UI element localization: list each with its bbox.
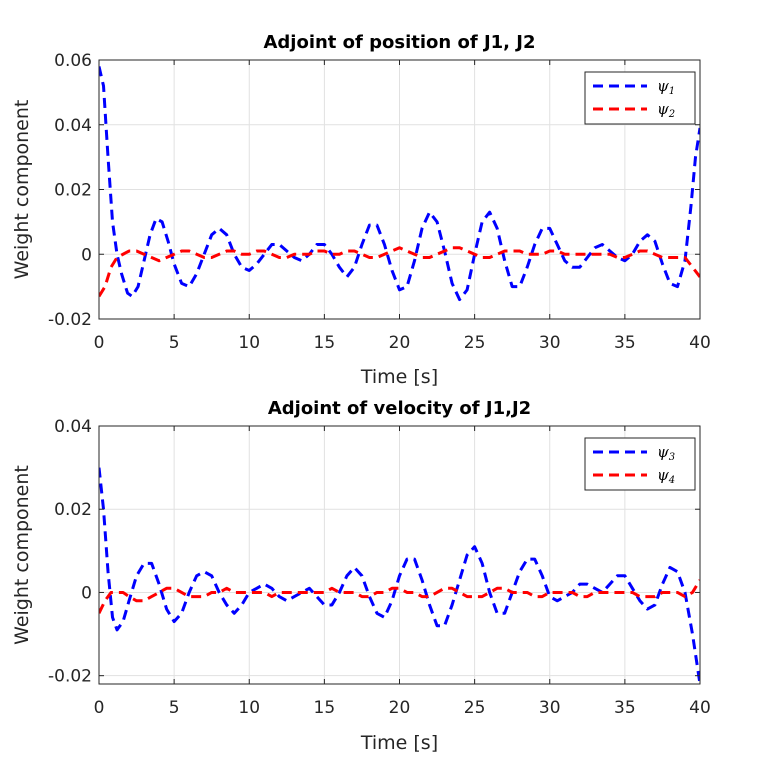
legend-label-1: ψ1	[657, 77, 675, 97]
legend-label-4: ψ4	[657, 466, 675, 486]
x-tick-label: 0	[94, 333, 105, 353]
x-axis-label: Time [s]	[360, 732, 438, 754]
x-tick-label: 40	[689, 698, 711, 718]
legend-label-3: ψ3	[657, 443, 675, 463]
legend-box	[584, 71, 696, 125]
series-group	[99, 467, 700, 684]
x-tick-label: 15	[314, 698, 336, 718]
y-tick-label: 0.02	[54, 181, 92, 201]
y-tick-label: 0	[81, 245, 92, 265]
y-tick-label: -0.02	[48, 667, 92, 687]
chart-title: Adjoint of position of J1, J2	[263, 32, 535, 53]
y-tick-label: 0.02	[54, 500, 92, 520]
x-tick-label: 25	[464, 698, 486, 718]
x-tick-label: 10	[238, 698, 260, 718]
x-tick-label: 30	[539, 333, 561, 353]
legend-box	[584, 437, 696, 491]
x-tick-label: 5	[169, 698, 180, 718]
y-axis-label: Weight component	[11, 465, 33, 645]
series-group	[99, 66, 700, 302]
y-tick-label: 0	[81, 583, 92, 603]
series-line-4	[99, 579, 700, 614]
y-tick-label: 0.06	[54, 51, 92, 71]
x-tick-label: 30	[539, 698, 561, 718]
y-tick-label: -0.02	[48, 310, 92, 330]
series-line-3	[99, 467, 700, 684]
chart-title: Adjoint of velocity of J1,J2	[268, 398, 531, 419]
x-tick-label: 20	[389, 333, 411, 353]
series-line-1	[99, 66, 700, 302]
x-tick-label: 15	[314, 333, 336, 353]
legend-label-2: ψ2	[657, 100, 675, 120]
x-axis-label: Time [s]	[360, 366, 438, 388]
y-tick-label: 0.04	[54, 417, 92, 437]
x-tick-label: 20	[389, 698, 411, 718]
x-tick-label: 35	[614, 698, 636, 718]
chart-panel-1: 0 5 10 15 20 25 30 35 40-0.0200.020.040.06Adjoin…	[11, 32, 711, 388]
x-tick-label: 0	[94, 698, 105, 718]
y-tick-label: 0.04	[54, 116, 92, 136]
x-tick-label: 10	[238, 333, 260, 353]
x-tick-label: 35	[614, 333, 636, 353]
series-line-2	[99, 246, 700, 298]
x-tick-label: 40	[689, 333, 711, 353]
y-axis-label: Weight component	[11, 100, 33, 280]
x-tick-label: 5	[169, 333, 180, 353]
x-tick-label: 25	[464, 333, 486, 353]
